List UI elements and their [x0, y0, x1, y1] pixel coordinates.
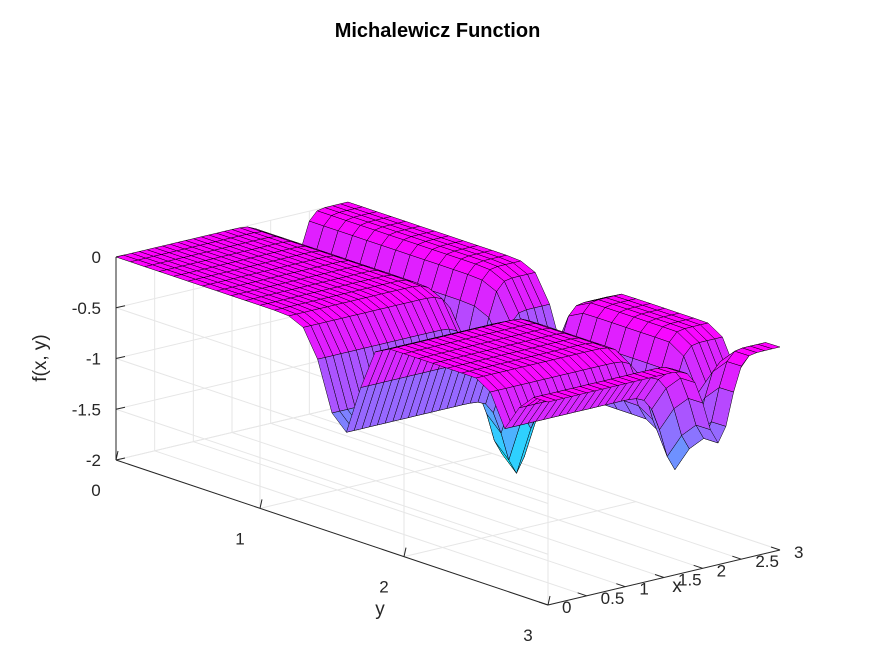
y-tick-label: 0	[91, 481, 100, 500]
y-axis-label: y	[375, 599, 385, 620]
y-tick-mark	[547, 595, 551, 606]
z-tick-mark	[115, 356, 126, 359]
grid-line	[115, 353, 349, 410]
grid-line	[231, 432, 665, 578]
x-tick-mark	[538, 601, 549, 606]
z-tick-label: 0	[92, 248, 101, 267]
y-tick-mark	[259, 499, 263, 509]
x-tick-mark	[693, 564, 703, 569]
surface-patch	[533, 395, 556, 403]
z-tick-mark	[115, 305, 126, 309]
y-tick-mark	[115, 450, 119, 461]
z-tick-mark	[115, 457, 126, 461]
axes	[115, 254, 781, 606]
grid-line	[115, 358, 549, 504]
z-tick-label: -1	[86, 350, 101, 369]
x-tick-mark	[654, 574, 665, 578]
x-tick-label: 0.5	[601, 589, 625, 608]
z-tick-label: -2	[86, 451, 101, 470]
y-tick-label: 2	[379, 578, 388, 597]
axis-labels: x y f(x, y)	[30, 334, 682, 620]
grid-line	[259, 452, 493, 509]
y-tick-label: 3	[523, 626, 532, 645]
tick-labels: 0 0.5 1 1.5 2 2.5 3 0 1 2 3 -2 -1.5 -1 -0.5 0	[72, 248, 804, 645]
grid-line	[309, 413, 742, 560]
z-axis-label: f(x, y)	[30, 334, 51, 382]
x-tick-label: 2.5	[755, 552, 779, 571]
z-tick-label: -0.5	[72, 299, 101, 318]
y-tick-label: 1	[235, 529, 244, 548]
x-axis-label: x	[672, 576, 682, 597]
x-tick-label: 2	[717, 561, 726, 580]
x-tick-mark	[577, 592, 587, 597]
grid-line	[154, 450, 587, 597]
x-tick-mark	[616, 583, 626, 588]
grid-line	[270, 422, 703, 569]
x-tick-label: 3	[794, 543, 803, 562]
grid-line	[347, 404, 781, 551]
x-tick-label: 1	[639, 580, 648, 599]
surface	[115, 201, 781, 474]
x-tick-mark	[732, 555, 742, 560]
grid-line	[193, 441, 626, 588]
grid-line	[115, 404, 349, 461]
x-tick-label: 1.5	[678, 571, 702, 590]
z-tick-mark	[115, 406, 126, 410]
y-axis-line	[115, 459, 549, 606]
chart-title: Michalewicz Function	[334, 20, 541, 42]
x-tick-label: 0	[562, 598, 571, 617]
x-tick-mark	[770, 546, 781, 551]
z-tick-label: -1.5	[72, 400, 101, 419]
grid-line	[115, 408, 549, 555]
grid-line	[403, 501, 637, 558]
y-tick-mark	[403, 547, 407, 557]
